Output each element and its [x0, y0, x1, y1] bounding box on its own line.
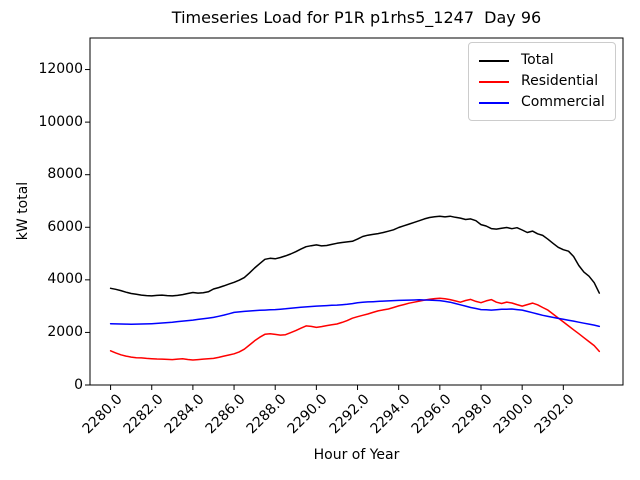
- axes-frame: [89, 37, 624, 386]
- y-axis-label: kW total: [15, 181, 31, 241]
- y-tick-label: 4000: [47, 271, 83, 288]
- legend-item-residential: Residential: [479, 71, 607, 92]
- chart-title: Timeseries Load for P1R p1rhs5_1247 Day …: [171, 8, 542, 27]
- legend-item-commercial: Commercial: [479, 92, 607, 113]
- residential-line-swatch: [479, 80, 509, 83]
- y-tick-label: 6000: [47, 218, 83, 235]
- y-tick-label: 12000: [38, 61, 83, 78]
- commercial-line-swatch: [479, 101, 509, 104]
- legend: Total Residential Commercial: [468, 42, 616, 121]
- total-line-swatch: [479, 59, 509, 62]
- legend-label-total: Total: [521, 52, 554, 68]
- legend-item-total: Total: [479, 50, 607, 71]
- y-tick-label: 2000: [47, 323, 83, 340]
- legend-label-residential: Residential: [521, 73, 599, 89]
- y-tick-label: 8000: [47, 166, 83, 183]
- residential-line: [109, 297, 601, 361]
- legend-label-commercial: Commercial: [521, 94, 605, 110]
- y-tick-label: 0: [74, 376, 83, 393]
- total-line: [109, 215, 601, 297]
- x-axis-label: Hour of Year: [313, 447, 400, 463]
- y-tick-label: 10000: [38, 113, 83, 130]
- commercial-line: [109, 299, 601, 328]
